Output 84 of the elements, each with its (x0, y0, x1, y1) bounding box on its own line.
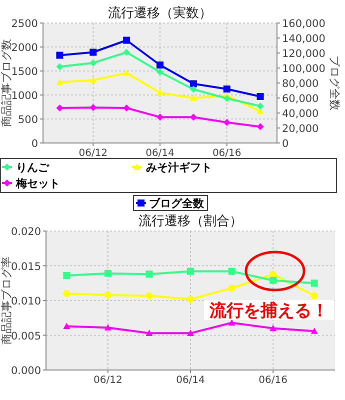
point (190, 86, 197, 93)
point (256, 123, 264, 130)
legend-label: ブログ全数 (149, 197, 205, 210)
point (90, 76, 97, 83)
point (123, 69, 130, 76)
point (104, 324, 112, 330)
x-tick-label: 06/12 (78, 148, 108, 159)
y2-tick-label: 160,000 (282, 18, 326, 30)
y2-tick-label: 40,000 (282, 108, 319, 120)
point (270, 270, 277, 278)
point (146, 292, 153, 300)
y-tick-label: 0.010 (10, 296, 41, 308)
legend-label: 梅セット (15, 177, 60, 190)
y-tick-label: 0.005 (10, 330, 41, 342)
y-tick-label: 0.020 (10, 226, 41, 238)
chart-title: 流行遷移（割合） (138, 213, 242, 229)
x-tick-label: 06/16 (212, 148, 242, 159)
y-axis-title: 商品記事ブログ率 (0, 256, 13, 344)
y2-tick-label: 100,000 (282, 63, 326, 75)
point (63, 272, 70, 279)
point (56, 52, 64, 59)
y-tick-label: 0 (31, 138, 38, 150)
y-axis-title: 商品記事ブログ数 (0, 39, 13, 127)
point (223, 86, 230, 92)
y-tick-label: 0.015 (10, 260, 41, 273)
y2-tick-label: 120,000 (282, 48, 326, 60)
legend-label: りんご (16, 161, 50, 174)
y2-tick-label: 60,000 (282, 93, 319, 105)
point (104, 270, 112, 277)
y-tick-label: 500 (18, 114, 38, 126)
x-tick-label: 06/16 (258, 375, 288, 386)
y2-tick-label: 0 (282, 138, 289, 150)
y-tick-label: 2000 (11, 42, 38, 54)
chart-title: 流行遷移（実数） (108, 5, 212, 21)
point (228, 284, 236, 292)
point (56, 63, 64, 70)
point (90, 59, 97, 66)
point (256, 102, 264, 110)
point (223, 118, 230, 126)
x-tick-label: 06/14 (146, 148, 174, 159)
point (223, 94, 230, 102)
point (187, 268, 194, 275)
point (190, 80, 197, 88)
y-tick-label: 1000 (11, 90, 38, 102)
point (270, 276, 277, 284)
point (228, 268, 236, 275)
point (310, 280, 318, 287)
point (187, 330, 194, 336)
point (190, 94, 197, 101)
point (190, 114, 197, 121)
y2-tick-label: 80,000 (282, 78, 319, 90)
y2-tick-label: 140,000 (282, 33, 326, 45)
point (63, 322, 70, 330)
point (187, 296, 194, 303)
point (146, 270, 153, 278)
point (56, 104, 64, 112)
legend-label: みそ汁ギフト (146, 161, 212, 174)
y-tick-label: 0.000 (10, 365, 41, 377)
y-tick-label: 2500 (11, 18, 38, 30)
point (156, 62, 164, 68)
y-tick-label: 1500 (11, 66, 38, 78)
x-tick-label: 06/12 (94, 375, 122, 386)
point (156, 68, 164, 76)
x-tick-label: 06/14 (176, 375, 205, 386)
point (270, 324, 277, 332)
point (63, 290, 70, 298)
point (256, 93, 264, 100)
annotation: 流行を捕える！ (208, 301, 328, 321)
point (56, 78, 64, 85)
point (90, 104, 97, 111)
point (146, 330, 153, 336)
point (310, 328, 318, 334)
point (90, 48, 97, 56)
point (156, 114, 164, 121)
y2-tick-label: 20,000 (282, 123, 319, 135)
point (228, 319, 236, 326)
point (256, 108, 264, 114)
point (123, 36, 130, 44)
point (156, 89, 164, 96)
point (104, 291, 112, 298)
point (123, 48, 130, 56)
y2-axis-title: ブログ全数 (328, 56, 341, 110)
point (123, 104, 130, 112)
point (310, 292, 318, 300)
